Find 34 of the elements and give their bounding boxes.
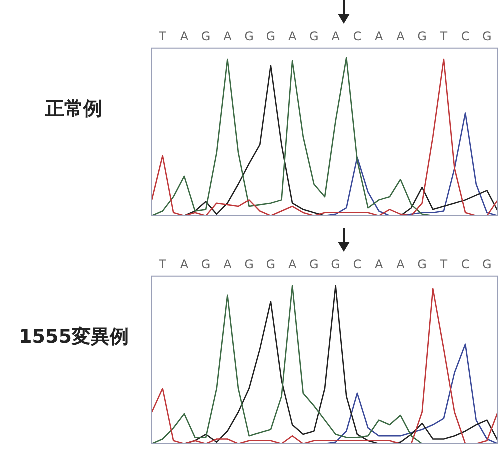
x-tick-label: G bbox=[244, 29, 254, 44]
x-tick-label: G bbox=[244, 257, 254, 272]
x-tick-label: T bbox=[439, 29, 448, 44]
x-tick-label: C bbox=[461, 29, 470, 44]
x-tick-label: C bbox=[353, 29, 362, 44]
x-tick-label: A bbox=[288, 29, 298, 44]
x-tick-label: T bbox=[158, 29, 168, 44]
x-tick-label: G bbox=[201, 257, 211, 272]
x-tick-label: C bbox=[461, 257, 470, 272]
x-tick-label: G bbox=[482, 257, 492, 272]
x-tick-label: G bbox=[266, 29, 276, 44]
x-tick-label: T bbox=[439, 257, 448, 272]
x-tick-label: A bbox=[332, 29, 341, 44]
x-tick-label: G bbox=[310, 29, 319, 44]
x-tick-label: T bbox=[158, 257, 168, 272]
text: 正常例 bbox=[44, 97, 104, 122]
x-tick-label: G bbox=[331, 257, 340, 272]
x-tick-label: A bbox=[180, 29, 190, 44]
text: 1555変異例 bbox=[18, 325, 130, 350]
x-tick-label: A bbox=[396, 29, 406, 44]
x-tick-label: A bbox=[224, 257, 233, 272]
x-tick-label: A bbox=[288, 257, 298, 272]
x-tick-label: G bbox=[310, 257, 319, 272]
x-tick-label: A bbox=[180, 257, 190, 272]
x-tick-label: A bbox=[374, 257, 384, 272]
x-tick-label: G bbox=[266, 257, 276, 272]
x-tick-label: G bbox=[418, 29, 427, 44]
x-tick-label: G bbox=[482, 29, 492, 44]
x-tick-label: G bbox=[201, 29, 211, 44]
x-tick-label: A bbox=[374, 29, 384, 44]
x-tick-label: A bbox=[224, 29, 233, 44]
x-tick-label: G bbox=[418, 257, 427, 272]
x-tick-label: A bbox=[396, 257, 406, 272]
x-tick-label: C bbox=[353, 257, 362, 272]
